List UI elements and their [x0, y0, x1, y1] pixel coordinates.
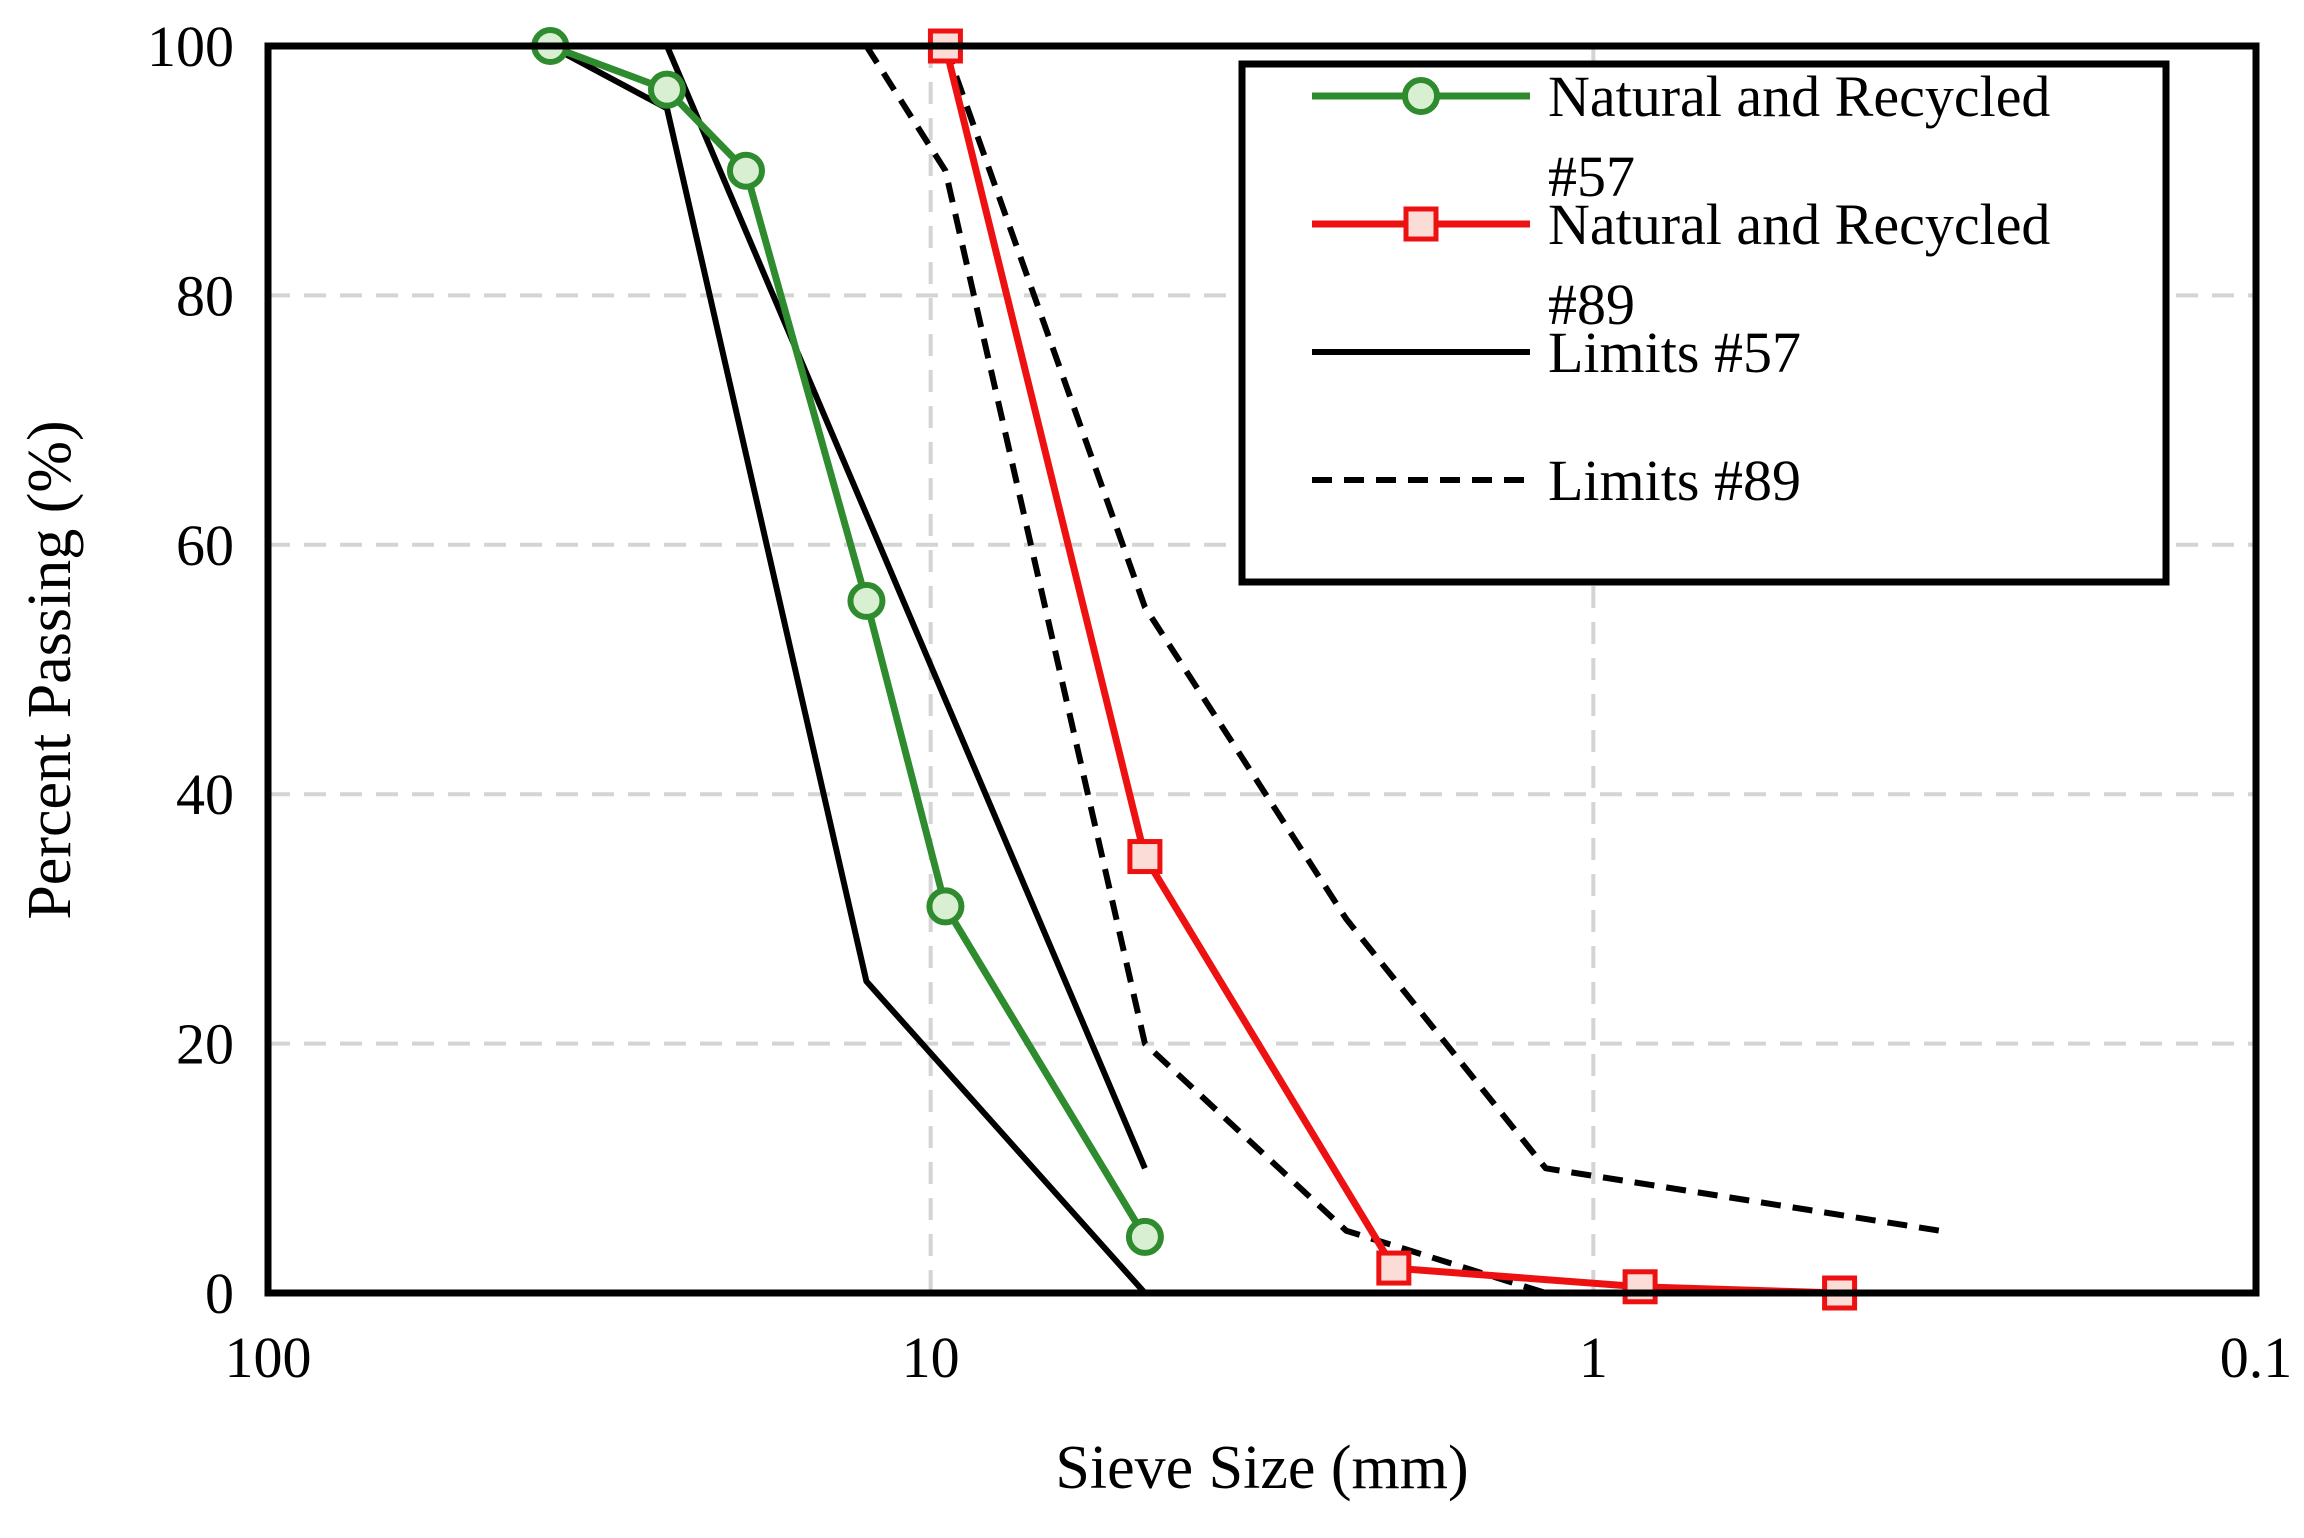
plot-frame	[264, 42, 2260, 1297]
legend-entry: Natural and Recycled #89	[1312, 192, 2050, 337]
series-limits-89	[863, 44, 1941, 1296]
legend-label: #89	[1548, 272, 1635, 337]
legend-label: Natural and Recycled	[1548, 64, 2050, 129]
x-tick-label: 1	[1579, 1325, 1608, 1390]
legend-label: Limits #57	[1548, 320, 1801, 385]
x-axis-title: Sieve Size (mm)	[1055, 1434, 1468, 1502]
series-line	[548, 43, 1148, 1295]
legend-label: #57	[1548, 144, 1635, 209]
legend-label: Natural and Recycled	[1548, 192, 2050, 257]
series-line	[863, 44, 1547, 1296]
data-point	[647, 70, 686, 109]
data-point	[1376, 1250, 1412, 1286]
data-point	[847, 581, 886, 620]
data-point	[726, 151, 765, 190]
y-tick-label: 20	[176, 1012, 234, 1077]
legend-marker	[1403, 206, 1439, 242]
data-point	[1127, 839, 1163, 875]
y-tick-label: 100	[147, 14, 234, 79]
data-point	[926, 887, 965, 926]
series-layer	[531, 27, 1941, 1311]
series-limits-57	[548, 43, 1148, 1295]
y-tick-label: 80	[176, 263, 234, 328]
legend-entry: Limits #57	[1312, 320, 1801, 385]
series-line	[549, 42, 1148, 1239]
legend-entry: Natural and Recycled #57	[1312, 64, 2050, 209]
y-tick-label: 60	[176, 513, 234, 578]
x-tick-label: 10	[902, 1325, 960, 1390]
y-tick-label: 0	[205, 1261, 234, 1326]
x-tick-label: 100	[225, 1325, 312, 1390]
legend-label: Limits #89	[1548, 448, 1801, 513]
series-line	[664, 44, 1148, 1170]
data-point	[1125, 1217, 1164, 1256]
series-natural-and-recycled-57	[531, 27, 1164, 1256]
legend-marker	[1402, 77, 1440, 115]
y-tick-label: 40	[176, 762, 234, 827]
tick-layer: 0 20 40 60 80 100 100 10 1 0.1	[147, 14, 2292, 1390]
data-point	[1622, 1269, 1658, 1305]
series-line	[942, 44, 1941, 1234]
legend-entry: Limits #89	[1312, 448, 1801, 513]
legend-box	[1238, 60, 2170, 586]
y-axis-title: Percent Passing (%)	[16, 420, 84, 919]
x-tick-label: 0.1	[2220, 1325, 2293, 1390]
